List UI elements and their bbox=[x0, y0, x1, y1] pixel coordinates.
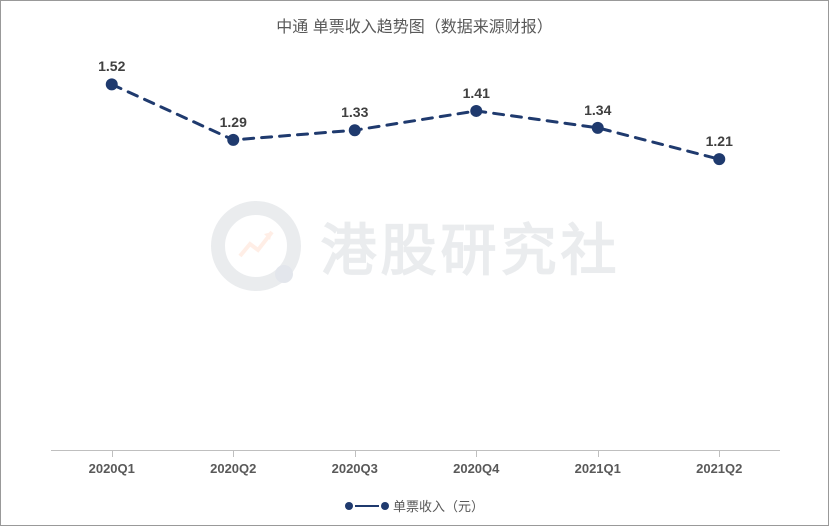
x-tick bbox=[598, 451, 599, 457]
data-label: 1.34 bbox=[584, 102, 611, 118]
x-tick bbox=[476, 451, 477, 457]
legend-line-icon bbox=[355, 505, 379, 507]
x-axis-label: 2021Q2 bbox=[696, 461, 742, 476]
x-axis-labels: 2020Q1 2020Q2 2020Q3 2020Q4 2021Q1 2021Q2 bbox=[51, 461, 780, 481]
line-series bbox=[51, 41, 780, 451]
chart-container: 中通 单票收入趋势图（数据来源财报） 港股研究社 1.521.291.331.4… bbox=[0, 0, 829, 526]
x-axis-label: 2020Q3 bbox=[332, 461, 378, 476]
data-point bbox=[227, 134, 239, 146]
data-label: 1.52 bbox=[98, 58, 125, 74]
legend-marker-icon bbox=[345, 502, 353, 510]
data-point bbox=[713, 153, 725, 165]
data-point bbox=[470, 105, 482, 117]
data-point bbox=[349, 124, 361, 136]
x-tick bbox=[355, 451, 356, 457]
plot-area: 港股研究社 1.521.291.331.411.341.21 bbox=[51, 41, 780, 451]
x-axis-label: 2021Q1 bbox=[575, 461, 621, 476]
x-axis-label: 2020Q1 bbox=[89, 461, 135, 476]
data-label: 1.41 bbox=[463, 85, 490, 101]
legend: 单票收入（元） bbox=[1, 496, 828, 515]
data-label: 1.29 bbox=[220, 114, 247, 130]
data-point bbox=[592, 122, 604, 134]
x-axis-label: 2020Q2 bbox=[210, 461, 256, 476]
x-tick bbox=[112, 451, 113, 457]
legend-marker-icon bbox=[381, 502, 389, 510]
x-tick bbox=[233, 451, 234, 457]
legend-label: 单票收入（元） bbox=[393, 496, 484, 515]
data-label: 1.21 bbox=[706, 133, 733, 149]
data-label: 1.33 bbox=[341, 104, 368, 120]
chart-title: 中通 单票收入趋势图（数据来源财报） bbox=[1, 13, 828, 37]
data-point bbox=[106, 78, 118, 90]
x-tick bbox=[719, 451, 720, 457]
x-axis-label: 2020Q4 bbox=[453, 461, 499, 476]
